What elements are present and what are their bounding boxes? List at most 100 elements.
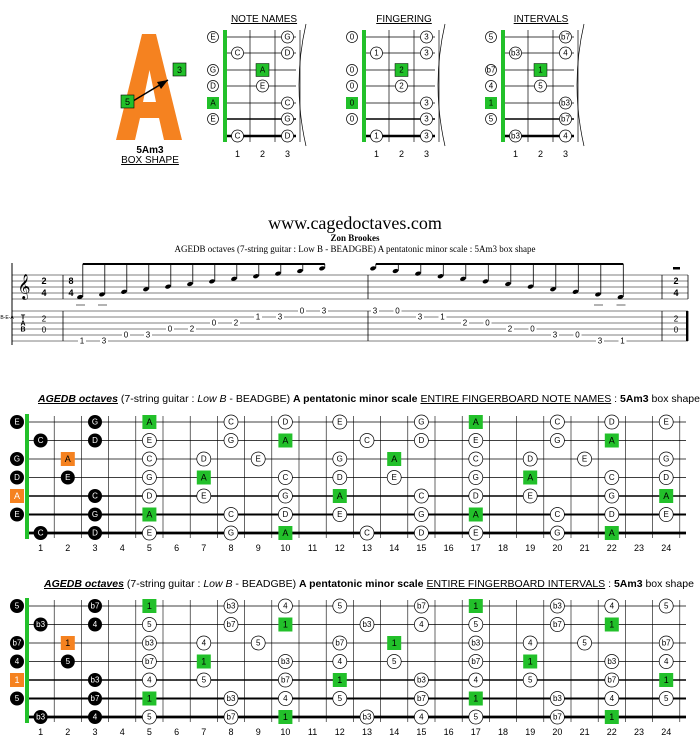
shape-caption: BOX SHAPE	[121, 155, 179, 166]
site-title: www.cagedoctaves.com	[268, 213, 442, 233]
intervals-board-note-label: 4	[202, 639, 207, 648]
intervals-note	[559, 46, 572, 60]
notes-board-note-label: E	[473, 529, 478, 538]
intervals-board-note-label: b3	[553, 602, 562, 611]
notes-board-note	[332, 507, 348, 522]
intervals-board-root-note-label: 1	[337, 675, 342, 685]
notes-board-fret-number: 3	[92, 543, 97, 553]
notes-note	[281, 96, 294, 110]
intervals-board-root-note	[604, 710, 619, 724]
notes-board-note	[604, 488, 620, 504]
tab-fret-number: 3	[102, 337, 107, 346]
intervals-open-label: 4	[489, 82, 494, 91]
intervals-note	[509, 46, 522, 60]
notes-note	[231, 129, 244, 143]
notes-board-root-note	[142, 507, 157, 522]
notes-board-root-note	[468, 507, 483, 522]
notes-board-note-label: C	[555, 510, 561, 519]
notes-board-note-label: G	[609, 492, 615, 501]
notes-board-fret-number: 16	[444, 543, 454, 553]
notes-board-root-note-label: A	[282, 528, 288, 538]
intervals-board-open-note-label: 5	[15, 694, 20, 703]
intervals-board-note-label: b7	[417, 694, 426, 703]
intervals-board-fret-number: 11	[308, 727, 317, 737]
intervals-board-note	[332, 654, 348, 669]
notes-open-label: G	[210, 66, 216, 75]
notes-board-note	[468, 451, 484, 467]
notes-board-note	[577, 451, 592, 467]
notes-board-fret-number: 11	[308, 543, 317, 553]
notes-board-open-note	[10, 452, 24, 466]
tab-fret-number: 3	[553, 331, 558, 340]
intervals-board-note	[658, 598, 674, 614]
intervals-board-root-note	[523, 654, 538, 669]
notes-board-box-note	[88, 415, 102, 429]
intervals-board-note-label: b3	[145, 639, 154, 648]
intervals-board-root-note	[604, 617, 619, 632]
intervals-board-note-label: b7	[662, 639, 671, 648]
notes-board-open-note	[10, 470, 24, 485]
tab-fret-number: 2	[463, 319, 468, 328]
notes-board-note-label: C	[419, 492, 425, 501]
intervals-board-root-note-label: 1	[147, 694, 152, 704]
intervals-board-fret-number: 17	[471, 727, 481, 737]
intervals-title: INTERVALS	[513, 14, 569, 25]
fingering-note-label: 1	[374, 49, 379, 58]
intervals-board-note-label: 5	[338, 602, 343, 611]
notes-board-open-note	[10, 507, 24, 522]
notes-board-root-note	[387, 452, 402, 466]
notes-board-note-label: E	[201, 492, 206, 501]
intervals-note	[509, 129, 522, 143]
notes-board-fret-number: 12	[335, 543, 345, 553]
intervals-board-note	[414, 672, 429, 688]
intervals-board-note-label: 4	[419, 620, 424, 629]
notes-board-note	[142, 470, 157, 485]
intervals-board-note-label: b3	[607, 657, 616, 666]
notes-board-root-note-label: A	[609, 436, 615, 446]
intervals-board-root-note-label: 1	[473, 694, 478, 704]
notes-note-label: D	[285, 132, 291, 141]
notes-board-root-note-label: A	[282, 436, 288, 446]
time-sig-bottom-2: 4	[68, 288, 73, 298]
tab-fret-bg	[393, 307, 402, 315]
notes-board-root-note-label: A	[609, 528, 615, 538]
tab-fret-number: 0	[212, 319, 217, 328]
fingering-note-label: 3	[424, 33, 429, 42]
notes-note-label: G	[284, 33, 290, 42]
notes-board-root-note-label: A	[663, 491, 669, 501]
notes-board-note-label: E	[147, 436, 152, 445]
notes-note-label: E	[260, 82, 265, 91]
notes-board-root-note	[142, 415, 157, 429]
tab-fret-bg	[166, 325, 174, 333]
notes-board-note	[550, 507, 565, 522]
notes-note	[281, 46, 294, 60]
notes-board-open-root-label: A	[14, 491, 20, 501]
tab-fret-number: 0	[300, 307, 305, 316]
fingering-open-label: 0	[350, 99, 355, 108]
intervals-board-root-note	[142, 599, 157, 613]
intervals-board-note-label: 5	[664, 694, 669, 703]
treble-clef-icon: 𝄞	[17, 274, 30, 300]
tab-fret-bg	[618, 337, 627, 345]
tab-fret-bg	[144, 331, 152, 339]
intervals-board-note	[142, 617, 157, 632]
intervals-board-note-label: 4	[528, 639, 533, 648]
notes-board-note-label: G	[337, 455, 343, 464]
shape-arrow-head	[157, 80, 168, 89]
intervals-board-root-note	[142, 691, 157, 706]
intervals-note	[534, 79, 547, 93]
intervals-board-root-note-label: 1	[392, 638, 397, 648]
intervals-board-box-note	[33, 617, 48, 632]
notes-board-box-note	[88, 526, 102, 540]
notes-board-fret-number: 21	[580, 543, 590, 553]
notes-board-fret-number: 9	[256, 543, 261, 553]
fingering-diagram	[346, 23, 446, 147]
notes-board-box-note-label: E	[65, 473, 70, 482]
notes-open-label: E	[210, 33, 215, 42]
intervals-note	[559, 112, 572, 126]
tuning-label: B-E-A	[0, 315, 14, 321]
intervals-board-box-root-label: 1	[65, 638, 70, 648]
intervals-board-note	[332, 598, 348, 614]
intervals-board-root-note-label: 1	[201, 657, 206, 667]
